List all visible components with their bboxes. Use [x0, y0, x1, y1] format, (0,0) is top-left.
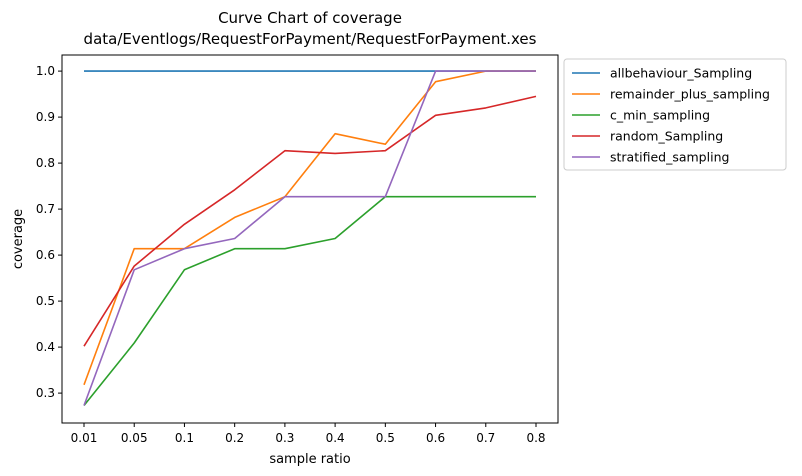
plot-area	[61, 54, 559, 424]
legend-label: stratified_sampling	[610, 150, 729, 165]
legend: allbehaviour_Sampling remainder_plus_samp…	[563, 58, 787, 171]
y-tick-label: 0.5	[36, 294, 55, 308]
x-tick-label: 0.1	[175, 431, 194, 445]
x-tick-label: 0.6	[426, 431, 445, 445]
y-axis-label: coverage	[11, 209, 26, 269]
x-tick-label: 0.3	[275, 431, 294, 445]
series-line-stratified_sampling	[83, 70, 536, 406]
x-tick-label: 0.8	[526, 431, 545, 445]
legend-label: c_min_sampling	[610, 108, 710, 123]
x-tick-label: 0.4	[326, 431, 345, 445]
y-tick-label: 1.0	[36, 64, 55, 78]
y-tick-label: 0.9	[36, 110, 55, 124]
legend-label: random_Sampling	[610, 129, 723, 144]
y-tick-label: 0.4	[36, 340, 55, 354]
legend-label: allbehaviour_Sampling	[610, 66, 752, 81]
y-tick-label: 0.3	[36, 386, 55, 400]
x-axis-label: sample ratio	[269, 452, 350, 467]
series-lines	[83, 70, 537, 407]
x-tick-label: 0.5	[376, 431, 395, 445]
x-axis-ticks: 0.01 0.05 0.1 0.2 0.3 0.4 0.5 0.6 0.7 0.8	[71, 423, 546, 445]
series-line-c_min_sampling	[83, 195, 536, 407]
x-tick-label: 0.2	[225, 431, 244, 445]
y-tick-label: 0.7	[36, 202, 55, 216]
y-axis-ticks: 0.3 0.4 0.5 0.6 0.7 0.8 0.9 1.0	[36, 64, 62, 400]
series-line-remainder_plus_sampling	[83, 70, 536, 386]
chart-subtitle: data/Eventlogs/RequestForPayment/Request…	[84, 30, 537, 48]
y-tick-label: 0.6	[36, 248, 55, 262]
series-line-random_Sampling	[83, 95, 537, 347]
y-tick-label: 0.8	[36, 156, 55, 170]
x-tick-label: 0.01	[71, 431, 98, 445]
x-tick-label: 0.7	[476, 431, 495, 445]
legend-label: remainder_plus_sampling	[610, 87, 770, 102]
chart-title: Curve Chart of coverage	[218, 9, 402, 27]
x-tick-label: 0.05	[121, 431, 148, 445]
legend-box	[563, 58, 787, 171]
